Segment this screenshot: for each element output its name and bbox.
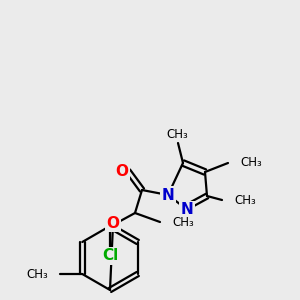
Text: O: O [116, 164, 128, 178]
Text: Cl: Cl [102, 248, 118, 263]
Text: N: N [181, 202, 194, 217]
Text: CH₃: CH₃ [166, 128, 188, 142]
Text: CH₃: CH₃ [234, 194, 256, 206]
Text: CH₃: CH₃ [240, 157, 262, 169]
Text: N: N [162, 188, 174, 202]
Text: O: O [106, 215, 119, 230]
Text: CH₃: CH₃ [172, 215, 194, 229]
Text: CH₃: CH₃ [26, 268, 48, 281]
